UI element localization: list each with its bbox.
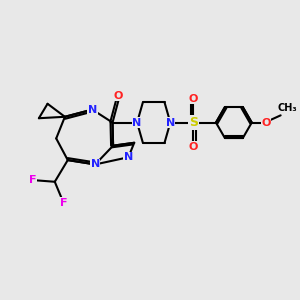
Text: S: S — [189, 116, 198, 129]
Text: O: O — [189, 142, 198, 152]
Text: F: F — [29, 175, 37, 185]
Text: N: N — [133, 118, 142, 128]
Text: N: N — [166, 118, 175, 128]
Text: N: N — [88, 105, 97, 115]
Text: N: N — [91, 159, 100, 170]
Text: O: O — [189, 94, 198, 103]
Text: CH₃: CH₃ — [278, 103, 297, 113]
Text: N: N — [124, 152, 133, 162]
Text: O: O — [114, 91, 123, 101]
Text: O: O — [262, 118, 271, 128]
Text: F: F — [60, 198, 67, 208]
